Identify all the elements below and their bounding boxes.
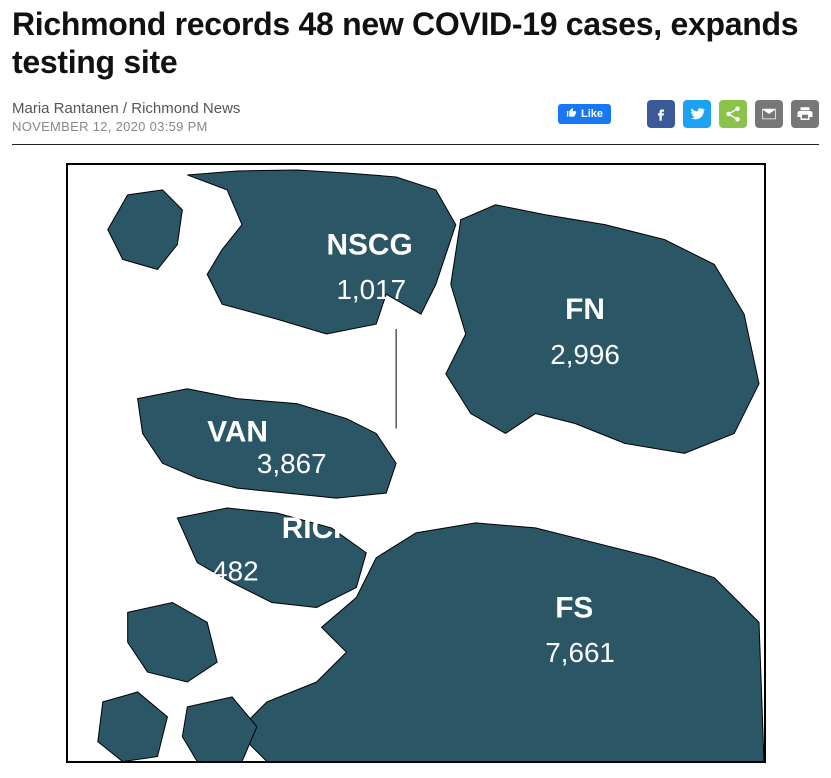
value-fn: 2,996 [550, 338, 620, 369]
twitter-share-icon[interactable] [683, 100, 711, 128]
label-rich: RICH [281, 511, 354, 544]
facebook-like-button[interactable]: Like [558, 104, 611, 124]
share-icon[interactable] [719, 100, 747, 128]
covid-map: NSCG 1,017 FN 2,996 VAN 3,867 RICH 482 F… [66, 163, 766, 764]
region-small-2 [97, 691, 167, 761]
region-nscg-island [107, 189, 182, 269]
like-label: Like [581, 108, 603, 120]
email-share-icon[interactable] [755, 100, 783, 128]
value-van: 3,867 [256, 448, 326, 479]
label-van: VAN [207, 415, 268, 448]
byline: Maria Rantanen / Richmond News [12, 100, 240, 117]
share-row: Like [558, 100, 819, 128]
region-nscg [187, 169, 455, 333]
label-fs: FS [555, 591, 593, 624]
value-fs: 7,661 [545, 637, 615, 668]
byline-block: Maria Rantanen / Richmond News NOVEMBER … [12, 100, 240, 134]
region-small-3 [182, 696, 257, 761]
region-fn [445, 204, 758, 453]
timestamp: NOVEMBER 12, 2020 03:59 PM [12, 119, 240, 134]
label-nscg: NSCG [326, 228, 412, 261]
article-headline: Richmond records 48 new COVID-19 cases, … [12, 6, 819, 82]
value-rich: 482 [212, 555, 258, 586]
map-svg: NSCG 1,017 FN 2,996 VAN 3,867 RICH 482 F… [68, 165, 764, 762]
thumbs-up-icon [566, 107, 577, 121]
facebook-share-icon[interactable] [647, 100, 675, 128]
meta-row: Maria Rantanen / Richmond News NOVEMBER … [12, 100, 819, 145]
label-fn: FN [565, 293, 605, 326]
print-icon[interactable] [791, 100, 819, 128]
value-nscg: 1,017 [336, 274, 406, 305]
region-small-1 [127, 602, 216, 682]
